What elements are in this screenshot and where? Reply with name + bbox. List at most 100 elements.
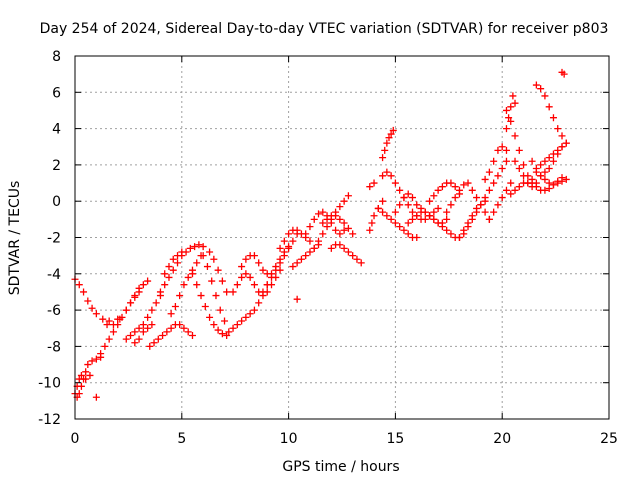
data-point xyxy=(180,324,188,332)
data-point xyxy=(502,106,510,114)
data-point xyxy=(144,313,152,321)
data-point xyxy=(515,183,523,191)
data-point xyxy=(233,321,241,329)
data-point xyxy=(368,219,376,227)
data-point xyxy=(156,288,164,296)
data-point xyxy=(285,244,293,252)
data-point xyxy=(86,371,94,379)
data-point xyxy=(99,315,107,323)
x-tick-label: 20 xyxy=(493,431,511,447)
data-point xyxy=(447,230,455,238)
data-series xyxy=(92,393,100,401)
data-point xyxy=(161,270,169,278)
data-point xyxy=(176,292,184,300)
data-point xyxy=(404,230,412,238)
data-point xyxy=(306,237,314,245)
data-point xyxy=(389,126,397,134)
data-point xyxy=(451,194,459,202)
data-point xyxy=(146,342,154,350)
data-point xyxy=(80,288,88,296)
data-point xyxy=(558,143,566,151)
data-point xyxy=(473,208,481,216)
data-point xyxy=(336,230,344,238)
data-series xyxy=(310,192,352,252)
data-point xyxy=(468,186,476,194)
data-point xyxy=(554,179,562,187)
data-point xyxy=(250,252,258,260)
data-point xyxy=(430,215,438,223)
data-point xyxy=(176,321,184,329)
data-series xyxy=(188,270,231,340)
data-point xyxy=(154,335,162,343)
data-point xyxy=(167,310,175,318)
data-point xyxy=(167,324,175,332)
data-point xyxy=(511,157,519,165)
data-point xyxy=(293,295,301,303)
data-point xyxy=(276,244,284,252)
data-point xyxy=(174,252,182,260)
data-point xyxy=(349,230,357,238)
data-point xyxy=(438,223,446,231)
data-point xyxy=(379,172,387,180)
data-point xyxy=(562,139,570,147)
data-point xyxy=(507,103,515,111)
data-point xyxy=(481,175,489,183)
data-point xyxy=(229,324,237,332)
data-point xyxy=(455,186,463,194)
data-point xyxy=(289,263,297,271)
data-series xyxy=(327,241,365,267)
data-point xyxy=(541,186,549,194)
data-point xyxy=(340,226,348,234)
data-point xyxy=(549,181,557,189)
data-point xyxy=(212,292,220,300)
data-point xyxy=(447,179,455,187)
data-point xyxy=(77,382,85,390)
data-point xyxy=(494,146,502,154)
data-point xyxy=(297,255,305,263)
data-point xyxy=(109,328,117,336)
data-point xyxy=(490,179,498,187)
data-point xyxy=(340,244,348,252)
data-point xyxy=(139,281,147,289)
data-point xyxy=(460,226,468,234)
data-point xyxy=(135,324,143,332)
data-point xyxy=(148,321,156,329)
data-point xyxy=(481,208,489,216)
data-series xyxy=(502,92,519,133)
data-point xyxy=(502,125,510,133)
data-point xyxy=(193,281,201,289)
data-point xyxy=(421,215,429,223)
data-series xyxy=(528,157,570,189)
data-point xyxy=(430,208,438,216)
data-point xyxy=(507,179,515,187)
data-point xyxy=(82,375,90,383)
data-point xyxy=(229,288,237,296)
data-point xyxy=(434,219,442,227)
data-point xyxy=(374,204,382,212)
data-point xyxy=(507,117,515,125)
data-series xyxy=(379,126,397,162)
data-point xyxy=(408,215,416,223)
data-point xyxy=(473,194,481,202)
data-point xyxy=(498,143,506,151)
data-point xyxy=(413,234,421,241)
data-series xyxy=(146,321,196,350)
data-point xyxy=(505,114,513,122)
data-point xyxy=(434,186,442,194)
y-tick-label: -8 xyxy=(47,339,61,355)
data-point xyxy=(485,186,493,194)
data-point xyxy=(468,215,476,223)
data-point xyxy=(490,157,498,165)
data-point xyxy=(357,259,365,267)
data-point xyxy=(259,266,267,274)
data-point xyxy=(366,183,374,191)
data-point xyxy=(408,208,416,216)
x-tick-label: 0 xyxy=(71,431,80,447)
data-point xyxy=(545,179,553,187)
data-point xyxy=(255,259,263,267)
data-series xyxy=(71,275,122,325)
data-point xyxy=(332,212,340,220)
data-point xyxy=(541,92,549,100)
data-point xyxy=(184,328,192,336)
data-point xyxy=(306,223,314,231)
